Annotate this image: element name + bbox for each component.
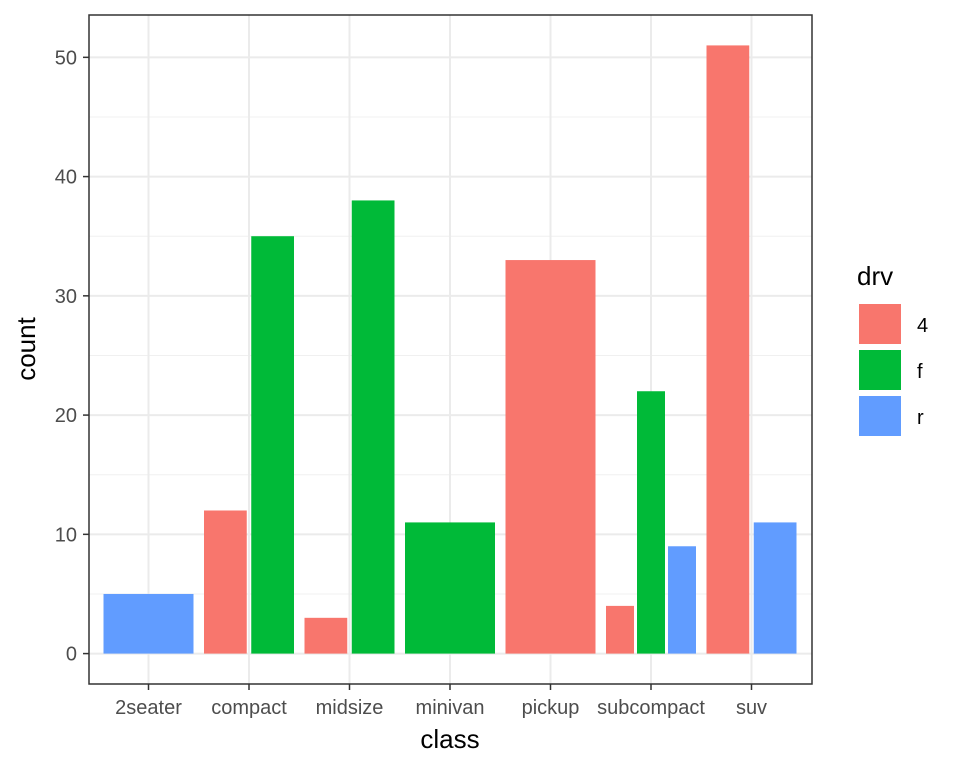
legend-key-r <box>859 396 901 436</box>
x-tick-label: suv <box>736 697 767 719</box>
bar-compact-f <box>251 236 294 654</box>
legend: drv 4 f r <box>857 261 928 436</box>
x-tick-label: minivan <box>416 697 485 719</box>
legend-label-4: 4 <box>917 315 928 337</box>
plot-panel <box>88 14 813 685</box>
legend-key-f <box>859 350 901 390</box>
x-tick-label: midsize <box>316 697 384 719</box>
bar-suv-4 <box>706 45 750 654</box>
y-tick-label: 50 <box>55 47 77 69</box>
legend-label-f: f <box>917 361 923 383</box>
x-tick-label: pickup <box>522 697 580 719</box>
bar-minivan-f <box>405 522 495 654</box>
x-axis-title: class <box>420 724 479 754</box>
bar-subcompact-4 <box>606 605 634 654</box>
bar-2seater-r <box>103 593 194 654</box>
y-axis: 0 10 20 30 40 50 <box>55 47 89 666</box>
y-axis-title: count <box>11 316 41 380</box>
bar-suv-r <box>753 522 797 654</box>
bar-subcompact-f <box>637 391 665 654</box>
x-tick-label: compact <box>211 697 287 719</box>
legend-title: drv <box>857 261 893 291</box>
bar-midsize-f <box>351 200 395 654</box>
bar-compact-4 <box>204 510 247 654</box>
x-tick-label: subcompact <box>597 697 705 719</box>
x-tick-label: 2seater <box>115 697 182 719</box>
y-tick-label: 30 <box>55 286 77 308</box>
bar-midsize-4 <box>304 617 348 654</box>
legend-key-4 <box>859 304 901 344</box>
y-tick-label: 0 <box>66 644 77 666</box>
y-tick-label: 10 <box>55 524 77 546</box>
bar-pickup-4 <box>505 260 596 654</box>
bar-subcompact-r <box>668 546 696 654</box>
y-tick-label: 20 <box>55 405 77 427</box>
legend-label-r: r <box>917 407 924 429</box>
y-tick-label: 40 <box>55 167 77 189</box>
x-axis: 2seater compact midsize minivan pickup subcom… <box>115 684 767 719</box>
